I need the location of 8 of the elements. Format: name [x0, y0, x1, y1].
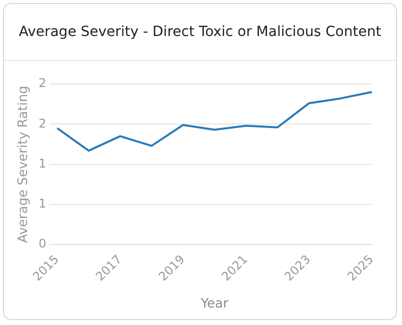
y-tick-label: 1: [38, 196, 46, 211]
y-tick-label: 0: [38, 236, 46, 251]
y-axis-title: Average Severity Rating: [16, 86, 32, 243]
y-tick-label: 1: [38, 156, 46, 170]
y-tick-label: 2: [38, 76, 46, 90]
y-tick-label: 2: [38, 116, 46, 130]
chart-title: Average Severity - Direct Toxic or Malicious Content: [4, 4, 396, 61]
x-axis-title: Year: [200, 296, 229, 312]
